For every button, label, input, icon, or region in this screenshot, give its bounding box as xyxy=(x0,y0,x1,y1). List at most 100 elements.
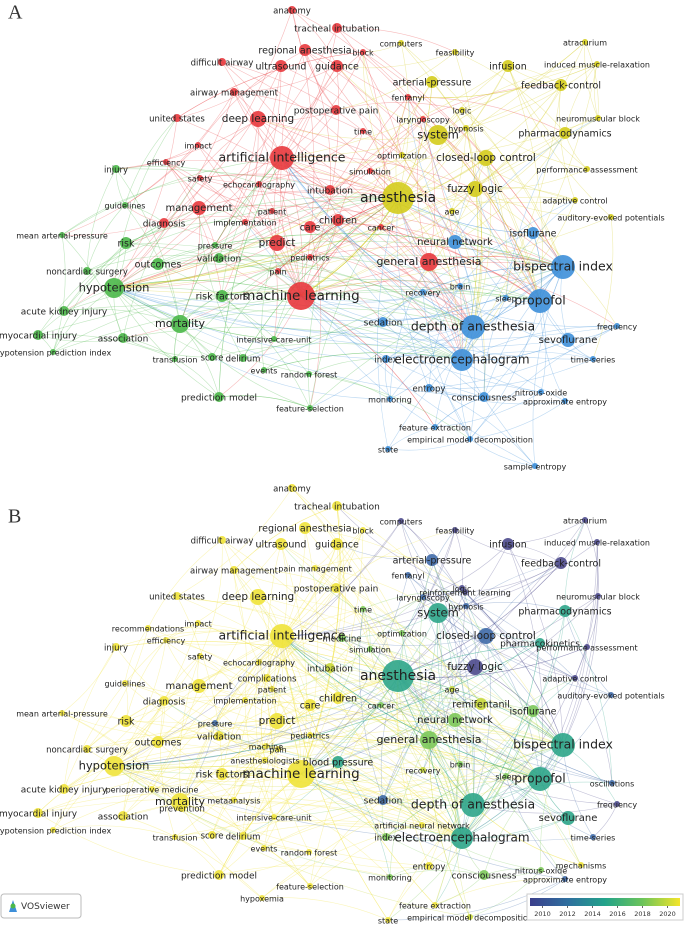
edge xyxy=(86,718,564,750)
node-label: depth of anesthesia xyxy=(411,797,535,812)
edge xyxy=(337,697,541,780)
edge xyxy=(281,157,576,204)
edge xyxy=(37,798,463,839)
edge xyxy=(397,646,588,678)
node-label: prediction model xyxy=(181,872,257,882)
node xyxy=(197,175,203,181)
node-label: feature-selection xyxy=(276,405,344,414)
edge xyxy=(459,677,576,765)
edge xyxy=(385,744,564,838)
edge xyxy=(218,773,302,876)
edge xyxy=(266,529,364,679)
edge xyxy=(362,42,402,53)
edge xyxy=(397,645,588,677)
node-label: delirium xyxy=(226,355,261,365)
node xyxy=(214,731,224,741)
edge xyxy=(199,173,399,199)
edge xyxy=(276,242,474,328)
edge xyxy=(451,196,576,212)
edge xyxy=(461,109,564,268)
node-label: auditory-evoked potentials xyxy=(557,692,664,701)
node xyxy=(59,306,69,316)
node-label: artificial intelligence xyxy=(218,150,345,165)
edge xyxy=(369,170,453,212)
edge xyxy=(428,387,566,405)
node-label: regional anesthesia xyxy=(258,46,351,57)
node-label: system xyxy=(417,606,459,620)
edge xyxy=(397,675,613,784)
node xyxy=(461,315,485,339)
node xyxy=(59,232,65,238)
edge xyxy=(308,219,339,409)
node xyxy=(192,679,206,693)
colorbar-tick-label: 2014 xyxy=(584,910,601,918)
edge xyxy=(281,157,424,293)
edge xyxy=(507,543,543,780)
node xyxy=(59,710,65,716)
edge xyxy=(281,596,424,637)
node xyxy=(120,237,132,249)
node-label: care xyxy=(300,223,321,234)
edge xyxy=(431,559,475,806)
edge xyxy=(52,700,165,831)
node xyxy=(172,834,178,840)
edge xyxy=(52,234,66,353)
edge xyxy=(431,559,534,712)
node xyxy=(307,732,313,738)
edge xyxy=(179,307,474,328)
edge xyxy=(362,608,424,771)
edge xyxy=(277,210,453,272)
edge xyxy=(63,722,216,790)
node-label: infusion xyxy=(489,62,526,73)
node-label: neuromuscular block xyxy=(556,593,640,602)
edge xyxy=(260,677,268,761)
node-label: mortality xyxy=(155,317,205,330)
edge xyxy=(341,637,476,668)
edge xyxy=(113,117,599,289)
edge xyxy=(407,96,541,302)
node-label: anatomy xyxy=(273,485,311,495)
edge xyxy=(281,157,474,328)
node-label: sevoflurane xyxy=(539,813,598,824)
node-label: injury xyxy=(104,166,128,176)
node xyxy=(555,79,567,91)
node xyxy=(262,757,268,763)
node xyxy=(426,554,438,566)
edge xyxy=(397,675,474,806)
node-label: laryngoscopy xyxy=(396,116,450,125)
edge xyxy=(199,539,223,657)
node xyxy=(419,822,425,828)
node xyxy=(528,767,552,791)
node-label: outcomes xyxy=(135,260,182,271)
edge xyxy=(276,242,384,323)
nodes xyxy=(33,6,620,469)
edge xyxy=(113,287,275,340)
node xyxy=(360,128,366,134)
edge xyxy=(281,635,424,771)
edge xyxy=(61,144,199,236)
node xyxy=(195,142,201,148)
node-label: hypotension xyxy=(79,281,150,295)
edge xyxy=(257,596,564,746)
edge xyxy=(258,587,337,663)
edge xyxy=(115,641,399,677)
node-label: anesthesia xyxy=(360,668,436,684)
edge xyxy=(198,685,474,806)
edge xyxy=(276,65,338,244)
edge xyxy=(416,118,430,263)
node xyxy=(387,396,393,402)
edge xyxy=(61,712,463,839)
edge xyxy=(263,675,399,849)
node-label: management xyxy=(166,203,233,214)
edge xyxy=(221,773,391,878)
edge xyxy=(559,84,576,201)
edge xyxy=(281,157,566,402)
node xyxy=(214,253,224,263)
edge xyxy=(179,801,311,887)
node xyxy=(269,686,275,692)
node-label: recovery xyxy=(405,767,440,776)
edge xyxy=(300,719,456,775)
node-label: acute kidney injury xyxy=(21,786,108,796)
edge xyxy=(485,157,569,341)
node xyxy=(331,538,343,550)
